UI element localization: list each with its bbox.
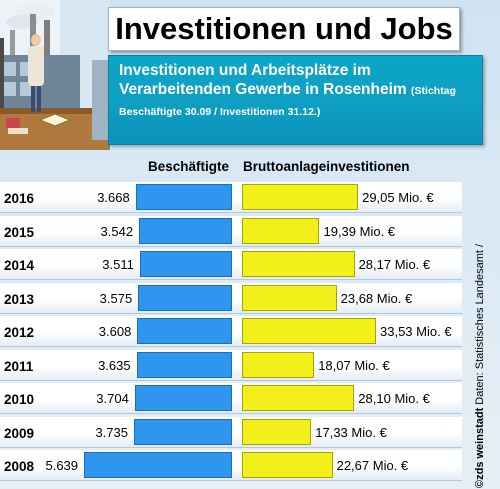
investment-bar [242, 318, 376, 344]
industry-illustration [0, 0, 110, 150]
investment-value: 28,17 Mio. € [358, 257, 431, 272]
year-label: 2016 [4, 191, 35, 206]
employees-bar [134, 418, 232, 445]
year-label: 2012 [4, 325, 35, 340]
employees-bar [138, 284, 232, 311]
table-row: 2013 3.575 23,68 Mio. € [0, 281, 462, 314]
table-row: 2015 3.542 19,39 Mio. € [0, 214, 462, 247]
investment-value: 33,53 Mio. € [380, 324, 452, 339]
employees-bar [137, 318, 232, 344]
investment-value: 22,67 Mio. € [336, 458, 409, 473]
employees-value: 3.575 [99, 290, 133, 306]
investment-bar [242, 184, 359, 210]
table-row: 2011 3.635 18,07 Mio. € [0, 348, 462, 381]
investment-bar [242, 452, 333, 478]
subtitle-box: Investitionen und Arbeitsplätze im Verar… [108, 55, 483, 145]
investment-value: 18,07 Mio. € [318, 357, 390, 373]
header-investments: Bruttoanlageinvestitionen [243, 159, 410, 174]
employees-bar [135, 184, 232, 210]
investment-value: 17,33 Mio. € [315, 424, 387, 440]
employees-value: 3.735 [95, 424, 128, 440]
table-row: 2012 3.608 33,53 Mio. € [0, 314, 462, 347]
header-employees: Beschäftigte [148, 159, 230, 174]
investment-bar [242, 284, 337, 311]
employees-value: 3.635 [98, 357, 131, 373]
table-row: 2008 5.639 22,67 Mio. € [0, 448, 462, 481]
year-label: 2010 [4, 392, 35, 407]
table-row: 2009 3.735 17,33 Mio. € [0, 415, 462, 448]
year-label: 2015 [4, 224, 35, 240]
investment-value: 29,05 Mio. € [362, 190, 434, 205]
table-row: 2010 3.704 28,10 Mio. € [0, 381, 462, 414]
year-label: 2009 [4, 425, 35, 441]
employees-value: 3.608 [98, 324, 132, 339]
year-label: 2011 [4, 358, 34, 374]
investment-bar [242, 385, 355, 411]
investment-bar [242, 351, 315, 378]
investment-value: 19,39 Mio. € [323, 223, 396, 239]
year-label: 2013 [4, 291, 35, 307]
employees-value: 3.511 [102, 257, 134, 272]
investment-value: 23,68 Mio. € [340, 290, 413, 306]
employees-value: 3.668 [97, 190, 130, 205]
table-row: 2016 3.668 29,05 Mio. € [0, 180, 462, 213]
investment-bar [242, 217, 320, 244]
investment-bar [242, 418, 312, 445]
investment-value: 28,10 Mio. € [358, 391, 430, 406]
subtitle-text: Investitionen und Arbeitsplätze im Verar… [119, 62, 407, 98]
year-label: 2008 [4, 459, 35, 474]
employees-value: 5.639 [45, 458, 79, 473]
credit-brand: ©zds weinstadt [474, 407, 486, 488]
employees-value: 3.704 [96, 391, 129, 406]
employees-bar [134, 385, 232, 411]
employees-bar [139, 217, 232, 244]
employees-bar [139, 251, 232, 277]
employees-bar [84, 452, 232, 478]
page-title: Investitionen und Jobs [108, 7, 460, 51]
table-row: 2014 3.511 28,17 Mio. € [0, 247, 462, 280]
employees-bar [136, 351, 232, 378]
investment-bar [242, 251, 355, 277]
source-credit: ©zds weinstadt Daten: Statistisches Land… [474, 168, 486, 488]
credit-source: Daten: Statistisches Landesamt / [474, 243, 486, 405]
employees-value: 3.542 [100, 223, 134, 239]
subtitle-note: (Stichtag Beschäftigte 30.09 / Investiti… [119, 85, 456, 118]
year-label: 2014 [4, 258, 35, 273]
